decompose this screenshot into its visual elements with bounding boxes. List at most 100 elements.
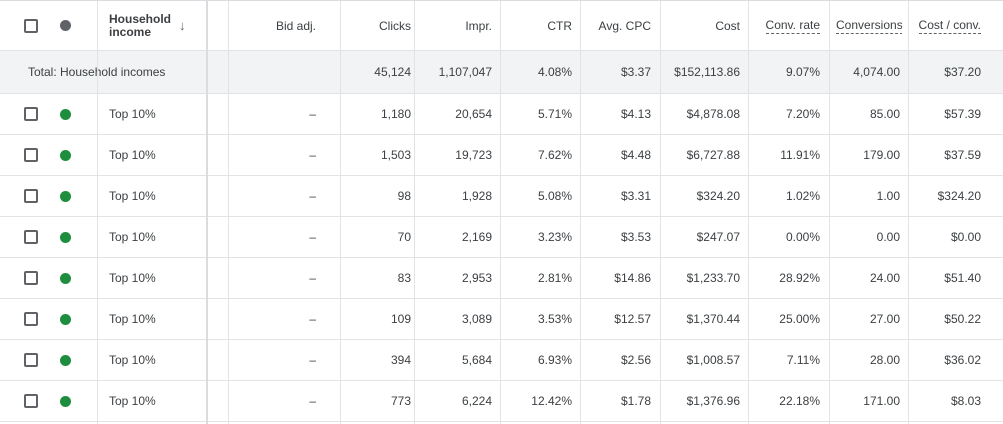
cost-cell: $247.07 [696, 230, 740, 244]
conversions-cell: 1.00 [876, 189, 900, 203]
impr-cell: 1,928 [461, 189, 492, 203]
row-checkbox-cell [24, 217, 44, 257]
row-checkbox[interactable] [24, 353, 38, 367]
status-enabled-dot-icon[interactable] [60, 149, 71, 161]
cost-cell: $1,376.96 [686, 394, 740, 408]
row-status-cell [60, 299, 76, 339]
row-checkbox[interactable] [24, 230, 38, 244]
table-row[interactable]: Top 10% – 1,180 20,654 5.71% $4.13 $4,878.08 7.… [0, 94, 1003, 135]
clicks-header[interactable]: Clicks [342, 1, 411, 50]
table-row[interactable]: Top 10% – 1,503 19,723 7.62% $4.48 $6,727.88 11… [0, 135, 1003, 176]
table-row[interactable]: Top 10% – 70 2,169 3.23% $3.53 $247.07 0.00% 0.0… [0, 217, 1003, 258]
household-income-cell: Top 10% [109, 189, 156, 203]
conversions-header-label: Conversions [836, 17, 902, 34]
bid-adj-cell[interactable]: – [309, 148, 316, 162]
column-divider [340, 1, 341, 424]
conversions-cell: 171.00 [863, 394, 900, 408]
avg-cpc-cell: $4.13 [620, 107, 651, 121]
cost-header[interactable]: Cost [660, 1, 740, 50]
row-checkbox[interactable] [24, 271, 38, 285]
table-row[interactable]: Top 10% – 394 5,684 6.93% $2.56 $1,008.57 7.11%… [0, 340, 1003, 381]
row-checkbox-cell [24, 94, 44, 134]
column-divider [228, 1, 229, 424]
ctr-header-label: CTR [547, 18, 572, 33]
ctr-header[interactable]: CTR [500, 1, 572, 50]
cost-cell: $4,878.08 [686, 107, 740, 121]
impr-header[interactable]: Impr. [414, 1, 492, 50]
clicks-cell: 394 [390, 353, 411, 367]
bid-adj-cell[interactable]: – [309, 394, 316, 408]
row-checkbox[interactable] [24, 312, 38, 326]
impr-cell: 5,684 [461, 353, 492, 367]
status-enabled-dot-icon[interactable] [60, 231, 71, 243]
total-cost: $152,113.86 [674, 65, 740, 79]
impr-cell: 2,953 [461, 271, 492, 285]
bid-adj-header[interactable]: Bid adj. [228, 1, 316, 50]
table-header-row: Household income ↓ Bid adj. Clicks Impr.… [0, 1, 1003, 51]
status-enabled-dot-icon[interactable] [60, 108, 71, 120]
column-divider [500, 1, 501, 424]
conversions-cell: 179.00 [863, 148, 900, 162]
row-checkbox-cell [24, 381, 44, 421]
cost-per-conv-header-label: Cost / conv. [918, 17, 981, 34]
bid-adj-cell[interactable]: – [309, 189, 316, 203]
clicks-cell: 98 [397, 189, 411, 203]
total-ctr: 4.08% [537, 65, 572, 79]
avg-cpc-cell: $14.86 [614, 271, 651, 285]
conversions-cell: 27.00 [869, 312, 900, 326]
status-enabled-dot-icon[interactable] [60, 190, 71, 202]
row-checkbox[interactable] [24, 107, 38, 121]
status-enabled-dot-icon[interactable] [60, 395, 71, 407]
row-checkbox[interactable] [24, 148, 38, 162]
conv-rate-cell: 11.91% [780, 148, 820, 162]
status-enabled-dot-icon[interactable] [60, 272, 71, 284]
row-checkbox[interactable] [24, 189, 38, 203]
bid-adj-cell[interactable]: – [309, 271, 316, 285]
row-checkbox[interactable] [24, 394, 38, 408]
bid-adj-cell[interactable]: – [309, 353, 316, 367]
bid-adj-cell[interactable]: – [309, 230, 316, 244]
ctr-cell: 5.71% [537, 107, 572, 121]
total-cost-per-conv: $37.20 [944, 65, 981, 79]
table-row[interactable]: Top 10% – 98 1,928 5.08% $3.31 $324.20 1.02% 1.0… [0, 176, 1003, 217]
avg-cpc-cell: $3.31 [620, 189, 651, 203]
bid-adj-cell[interactable]: – [309, 107, 316, 121]
row-checkbox-cell [24, 258, 44, 298]
column-divider [660, 1, 661, 424]
clicks-cell: 1,503 [380, 148, 411, 162]
row-status-cell [60, 135, 76, 175]
total-row: Total: Household incomes 45,124 1,107,04… [0, 51, 1003, 94]
status-enabled-dot-icon[interactable] [60, 354, 71, 366]
clicks-header-label: Clicks [379, 18, 411, 33]
bid-adj-cell[interactable]: – [309, 312, 316, 326]
impr-cell: 3,089 [461, 312, 492, 326]
row-status-cell [60, 340, 76, 380]
conversions-header[interactable]: Conversions [836, 1, 902, 50]
avg-cpc-header[interactable]: Avg. CPC [580, 1, 651, 50]
avg-cpc-cell: $4.48 [620, 148, 651, 162]
total-impr: 1,107,047 [438, 65, 492, 79]
table-row[interactable]: Top 10% – 773 6,224 12.42% $1.78 $1,376.96 22.1… [0, 381, 1003, 422]
cost-cell: $1,370.44 [686, 312, 740, 326]
household-income-header[interactable]: Household income ↓ [109, 1, 206, 50]
cost-per-conv-cell: $57.39 [944, 107, 981, 121]
conv-rate-cell: 1.02% [785, 189, 820, 203]
status-enabled-dot-icon[interactable] [60, 313, 71, 325]
cost-per-conv-cell: $37.59 [944, 148, 981, 162]
household-income-header-label: Household income [109, 11, 171, 39]
cost-per-conv-cell: $0.00 [950, 230, 981, 244]
select-all-checkbox[interactable] [24, 18, 38, 33]
sort-down-icon[interactable]: ↓ [179, 18, 186, 33]
table-row[interactable]: Top 10% – 109 3,089 3.53% $12.57 $1,370.44 25.0… [0, 299, 1003, 340]
row-status-cell [60, 381, 76, 421]
impr-cell: 20,654 [455, 107, 492, 121]
column-divider [908, 1, 909, 424]
conv-rate-header[interactable]: Conv. rate [748, 1, 820, 50]
household-income-cell: Top 10% [109, 312, 156, 326]
cost-per-conv-cell: $8.03 [950, 394, 981, 408]
cost-per-conv-header[interactable]: Cost / conv. [905, 1, 981, 50]
household-income-cell: Top 10% [109, 230, 156, 244]
cost-per-conv-cell: $36.02 [944, 353, 981, 367]
row-checkbox-cell [24, 299, 44, 339]
table-row[interactable]: Top 10% – 83 2,953 2.81% $14.86 $1,233.70 28.92… [0, 258, 1003, 299]
